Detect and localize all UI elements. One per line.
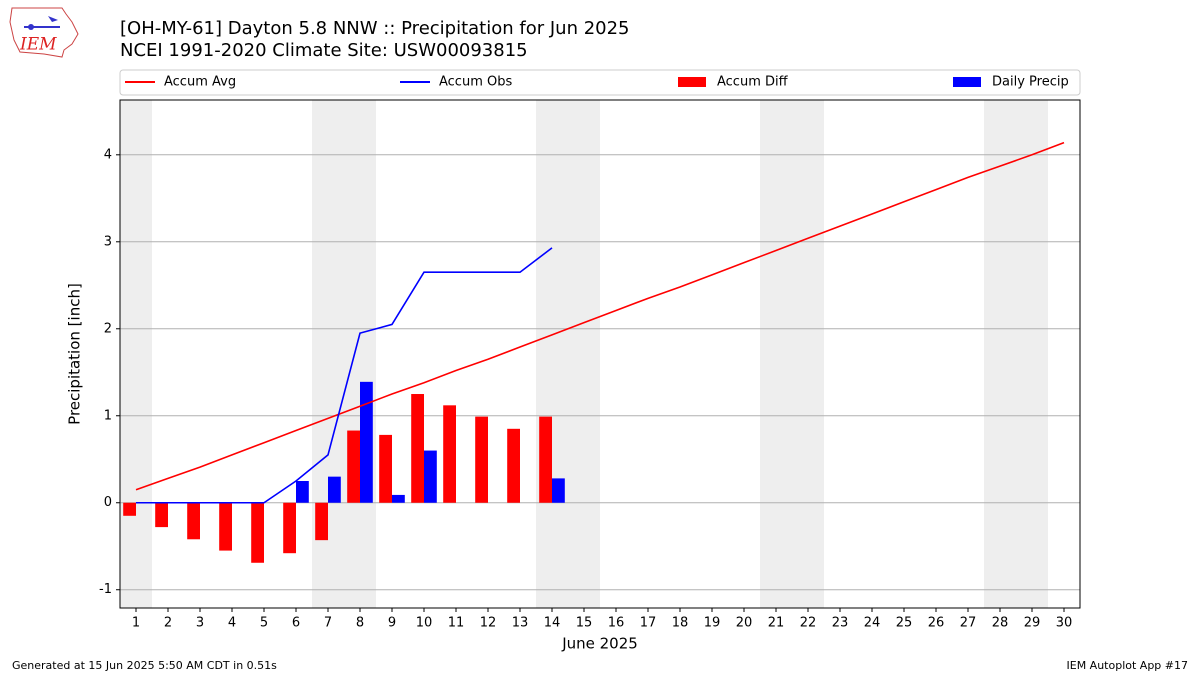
- y-tick-label: 4: [104, 147, 112, 162]
- legend-label: Accum Obs: [439, 75, 512, 90]
- x-tick-label: 9: [388, 616, 396, 631]
- x-tick-label: 24: [864, 616, 881, 631]
- bar: [443, 405, 456, 503]
- x-tick-label: 13: [512, 616, 529, 631]
- bar: [219, 502, 232, 551]
- x-tick-label: 22: [800, 616, 817, 631]
- x-axis-label: June 2025: [561, 635, 638, 653]
- chart-subtitle: NCEI 1991-2020 Climate Site: USW00093815: [120, 40, 528, 61]
- y-tick-label: 2: [104, 321, 112, 336]
- bar: [251, 502, 264, 563]
- bar: [328, 476, 341, 503]
- bar: [296, 481, 309, 503]
- x-tick-label: 28: [992, 616, 1009, 631]
- bar: [283, 502, 296, 554]
- bar: [315, 502, 328, 541]
- bar: [360, 381, 373, 503]
- logo-text: IEM: [19, 35, 57, 55]
- bar: [187, 502, 200, 540]
- line: [136, 247, 553, 504]
- weekend-shade: [120, 100, 152, 608]
- bar: [507, 428, 520, 503]
- x-tick-label: 4: [228, 616, 236, 631]
- x-tick-label: 7: [324, 616, 332, 631]
- x-tick-label: 23: [832, 616, 849, 631]
- x-tick-label: 3: [196, 616, 204, 631]
- legend-box: [119, 69, 1081, 96]
- x-tick-label: 10: [416, 616, 433, 631]
- x-tick-label: 25: [896, 616, 913, 631]
- bar: [347, 430, 360, 503]
- footer-right: IEM Autoplot App #17: [1067, 659, 1189, 672]
- weekend-shade: [536, 100, 600, 608]
- x-tick-label: 5: [260, 616, 268, 631]
- logo: IEM: [9, 7, 79, 58]
- x-tick-label: 1: [132, 616, 140, 631]
- line: [135, 141, 1065, 491]
- x-tick-label: 20: [736, 616, 753, 631]
- bar: [379, 434, 392, 503]
- x-tick-label: 19: [704, 616, 721, 631]
- weekend-shade: [760, 100, 824, 608]
- bar: [123, 502, 136, 516]
- x-tick-label: 8: [356, 616, 364, 631]
- x-tick-label: 30: [1056, 616, 1073, 631]
- y-axis-label: Precipitation [inch]: [66, 283, 84, 425]
- x-tick-label: 15: [576, 616, 593, 631]
- x-tick-label: 2: [164, 616, 172, 631]
- chart-title: [OH-MY-61] Dayton 5.8 NNW :: Precipitati…: [120, 18, 630, 39]
- x-tick-label: 6: [292, 616, 300, 631]
- x-tick-label: 21: [768, 616, 785, 631]
- x-tick-label: 17: [640, 616, 657, 631]
- bar: [155, 502, 168, 528]
- x-tick-label: 16: [608, 616, 625, 631]
- bar: [392, 494, 405, 503]
- legend-swatch: [953, 77, 981, 87]
- legend-swatch: [678, 77, 706, 87]
- x-tick-label: 27: [960, 616, 977, 631]
- legend-label: Daily Precip: [992, 75, 1069, 90]
- bar: [411, 394, 424, 503]
- bar: [539, 416, 552, 503]
- legend-label: Accum Diff: [717, 75, 789, 90]
- y-tick-label: 1: [104, 408, 112, 423]
- plot-frame: [119, 99, 1081, 609]
- y-tick-label: 0: [104, 495, 112, 510]
- bar: [552, 478, 565, 503]
- bar: [475, 416, 488, 503]
- weekend-shade: [984, 100, 1048, 608]
- x-tick-label: 12: [480, 616, 497, 631]
- x-tick-label: 26: [928, 616, 945, 631]
- x-tick-label: 29: [1024, 616, 1041, 631]
- y-tick-label: -1: [99, 582, 112, 597]
- legend-label: Accum Avg: [164, 75, 236, 90]
- y-tick-label: 3: [104, 234, 112, 249]
- x-tick-label: 14: [544, 616, 561, 631]
- bar: [424, 450, 437, 503]
- x-tick-label: 11: [448, 616, 465, 631]
- footer-left: Generated at 15 Jun 2025 5:50 AM CDT in …: [12, 659, 277, 672]
- x-tick-label: 18: [672, 616, 689, 631]
